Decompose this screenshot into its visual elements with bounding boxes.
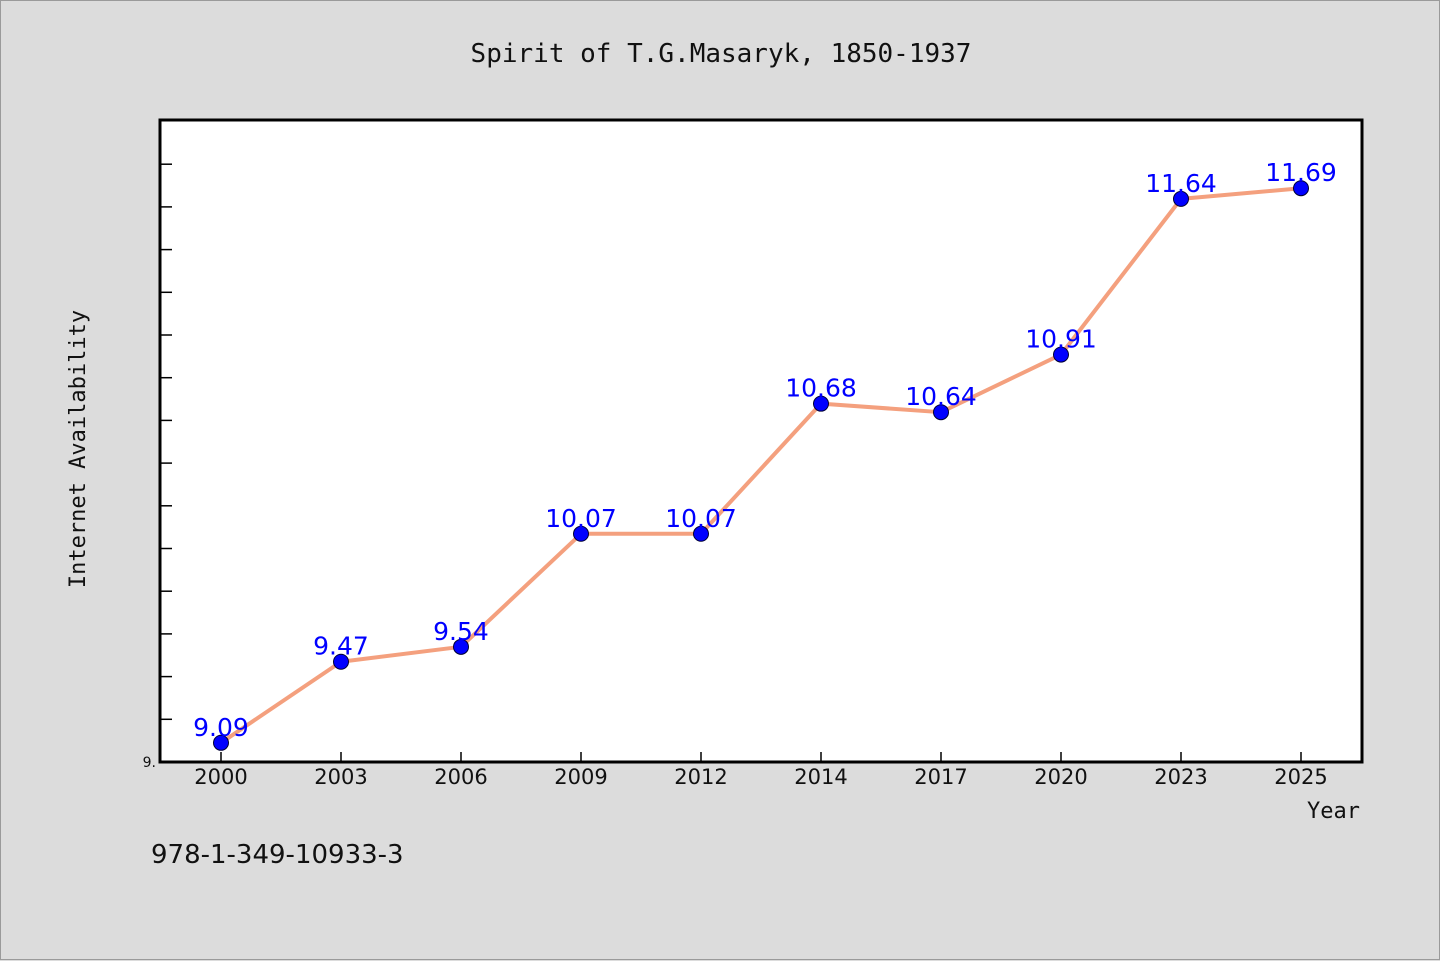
data-label: 10.64 [905,382,977,411]
x-axis-ticks: 2000 2003 2006 2009 2012 2014 2017 2020 2023 2025 [194,752,1328,789]
data-label: 10.91 [1025,325,1097,354]
x-tick-label: 2009 [554,765,607,789]
series-group: 9.09 9.47 9.54 10.07 10.07 10.68 10.64 10.91 11.… [193,158,1337,751]
x-tick-label: 2017 [914,765,967,789]
data-label: 9.09 [193,713,249,742]
data-label: 9.54 [433,617,489,646]
data-point [813,395,829,412]
data-point [573,525,589,542]
y-tick-label: 9. [143,755,156,771]
x-tick-label: 2006 [434,765,487,789]
chart-title: Spirit of T.G.Masaryk, 1850-1937 [471,39,972,69]
data-point [1053,346,1069,363]
footer-text: 978-1-349-10933-3 [151,840,404,870]
x-tick-label: 2003 [314,765,367,789]
data-label: 10.07 [665,504,737,533]
x-tick-label: 2025 [1274,765,1327,789]
data-point [453,638,469,655]
data-label: 11.64 [1145,169,1217,198]
data-point [1293,180,1309,197]
data-label: 9.47 [313,632,369,661]
data-label: 10.07 [545,504,617,533]
x-tick-label: 2012 [674,765,727,789]
x-tick-label: 2023 [1154,765,1207,789]
x-tick-label: 2014 [794,765,847,789]
data-label: 11.69 [1265,158,1337,187]
y-axis-title: Internet Availability [66,310,91,588]
data-point [693,525,709,542]
x-axis-title: Year [1307,799,1360,824]
data-point [933,404,949,421]
series-line [219,186,1303,745]
data-label: 10.68 [785,374,857,403]
x-tick-label: 2000 [194,765,247,789]
data-point [213,734,229,751]
data-point [1173,190,1189,207]
data-point [333,653,349,670]
x-tick-label: 2020 [1034,765,1087,789]
y-axis-ticks [160,163,172,763]
